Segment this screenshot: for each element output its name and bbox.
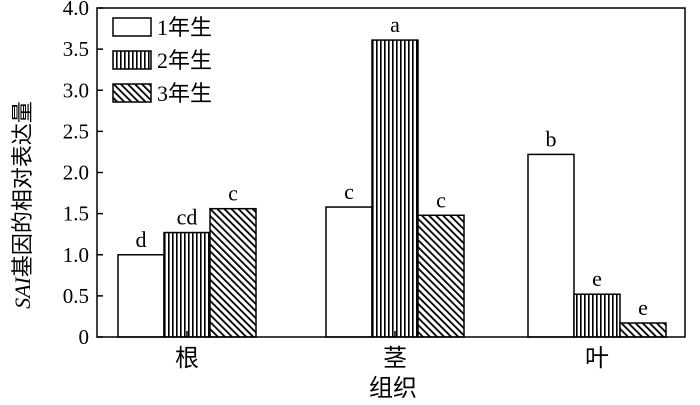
y-tick-label: 1.0 bbox=[63, 243, 89, 267]
category-label: 根 bbox=[175, 345, 199, 372]
legend-swatch bbox=[112, 83, 152, 103]
category-label: 叶 bbox=[585, 346, 609, 372]
y-tick-label: 0.5 bbox=[63, 284, 89, 308]
significance-label: c bbox=[344, 179, 354, 204]
legend-label: 3年生 bbox=[157, 81, 212, 106]
y-axis-title-italic: SAI bbox=[10, 275, 35, 308]
x-axis-title: 组织 bbox=[369, 374, 417, 402]
category-labels: 根茎叶 bbox=[175, 345, 609, 372]
y-tick-label: 3.5 bbox=[63, 37, 89, 61]
y-tick-label: 0 bbox=[79, 325, 90, 349]
significance-label: c bbox=[436, 187, 446, 212]
significance-label: e bbox=[592, 266, 602, 291]
significance-label: c bbox=[228, 181, 238, 206]
category-label: 茎 bbox=[383, 345, 407, 372]
legend-swatch bbox=[112, 50, 152, 70]
bar bbox=[417, 214, 465, 338]
y-tick-label: 2.0 bbox=[63, 161, 89, 185]
legend: 1年生 2年生 3年生 bbox=[112, 15, 212, 106]
significance-label: d bbox=[136, 227, 147, 252]
y-tick-label: 4.0 bbox=[63, 0, 89, 20]
bar bbox=[209, 207, 257, 338]
y-tick-label: 3.0 bbox=[63, 78, 89, 102]
legend-label: 1年生 bbox=[157, 15, 212, 40]
significance-label: e bbox=[638, 295, 648, 320]
bar bbox=[573, 293, 621, 338]
y-tick-label: 2.5 bbox=[63, 119, 89, 143]
bar bbox=[163, 231, 211, 338]
legend-label: 2年生 bbox=[157, 48, 212, 73]
bar bbox=[619, 322, 667, 338]
significance-label: cd bbox=[177, 205, 198, 230]
y-axis-title: SAI基因的相对表达量 bbox=[10, 101, 36, 309]
y-tick-label: 1.5 bbox=[63, 202, 89, 226]
y-axis-ticks: 0 0.5 1.0 1.5 2.0 2.5 3.0 3.5 4.0 bbox=[63, 0, 103, 349]
bar bbox=[527, 153, 575, 338]
y-axis-title-rest: 基因的相对表达量 bbox=[11, 101, 36, 277]
bar bbox=[371, 39, 419, 338]
bar bbox=[325, 206, 373, 338]
bars: d cd c c a c b e e bbox=[117, 12, 667, 338]
plot-frame bbox=[96, 7, 686, 338]
bar bbox=[117, 254, 165, 338]
significance-label: b bbox=[546, 126, 557, 151]
significance-label: a bbox=[390, 12, 400, 37]
legend-swatch bbox=[112, 17, 152, 37]
